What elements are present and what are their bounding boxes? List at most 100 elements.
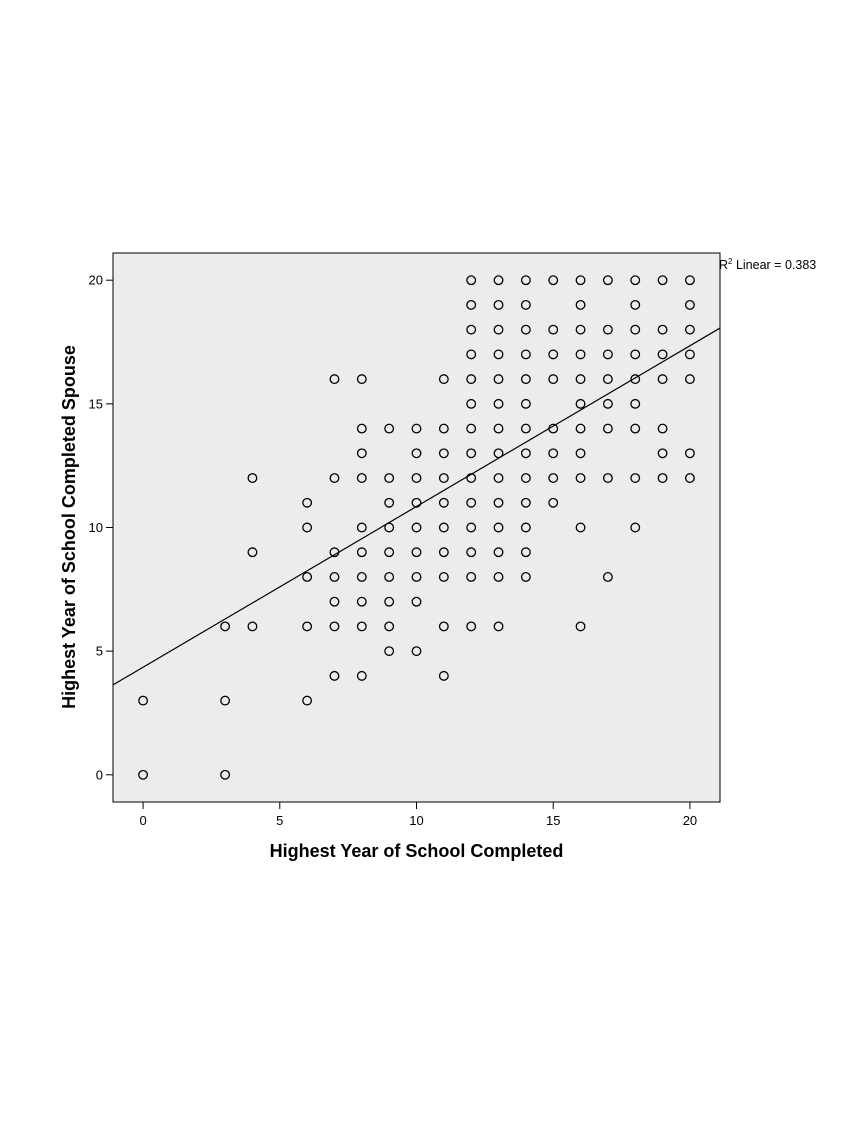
x-tick-label: 5 bbox=[276, 813, 283, 828]
data-point bbox=[657, 349, 668, 360]
data-point bbox=[602, 473, 613, 483]
data-point bbox=[466, 547, 477, 558]
data-point bbox=[438, 522, 449, 533]
data-point bbox=[575, 299, 586, 310]
data-point bbox=[602, 398, 613, 409]
data-point bbox=[575, 374, 586, 385]
data-point bbox=[466, 275, 477, 286]
data-point bbox=[411, 522, 422, 533]
data-point bbox=[602, 324, 613, 335]
data-point bbox=[520, 324, 531, 335]
data-point bbox=[548, 374, 559, 385]
data-point bbox=[438, 670, 449, 681]
data-point bbox=[630, 473, 641, 483]
data-point bbox=[329, 374, 340, 385]
data-point bbox=[466, 448, 477, 459]
data-point bbox=[575, 398, 586, 409]
data-point bbox=[493, 275, 504, 286]
data-point bbox=[630, 349, 641, 360]
data-point bbox=[438, 547, 449, 558]
data-point bbox=[384, 497, 395, 508]
data-point bbox=[411, 473, 422, 483]
data-point bbox=[384, 572, 395, 582]
data-point bbox=[657, 473, 668, 483]
data-point bbox=[548, 349, 559, 360]
data-point bbox=[684, 374, 695, 385]
r-squared-label-sup: 2 bbox=[728, 257, 733, 266]
data-point bbox=[548, 275, 559, 286]
data-point bbox=[684, 349, 695, 360]
data-point bbox=[438, 572, 449, 582]
x-tick-label: 0 bbox=[139, 813, 146, 828]
data-point bbox=[493, 324, 504, 335]
data-point bbox=[575, 473, 586, 483]
data-point bbox=[302, 497, 313, 508]
r-squared-label-rest: Linear = 0.383 bbox=[732, 258, 816, 272]
x-axis: 0 5 10 15 20 bbox=[139, 802, 697, 828]
data-point bbox=[411, 646, 422, 657]
data-point bbox=[466, 522, 477, 533]
data-point bbox=[630, 522, 641, 533]
data-point bbox=[548, 473, 559, 483]
data-point bbox=[575, 275, 586, 286]
data-point bbox=[466, 621, 477, 632]
data-point bbox=[384, 596, 395, 607]
data-point bbox=[356, 596, 367, 607]
data-point bbox=[356, 448, 367, 459]
data-point bbox=[220, 621, 231, 632]
y-tick-label: 10 bbox=[89, 520, 103, 535]
y-tick-label: 20 bbox=[89, 273, 103, 288]
x-tick-label: 20 bbox=[683, 813, 697, 828]
y-axis: 0 5 10 15 20 bbox=[89, 273, 113, 782]
data-point bbox=[520, 547, 531, 558]
data-point bbox=[657, 423, 668, 434]
data-point bbox=[548, 497, 559, 508]
data-point bbox=[684, 473, 695, 483]
x-tick-label: 10 bbox=[409, 813, 423, 828]
data-point bbox=[466, 324, 477, 335]
r-squared-label: R2 Linear = 0.383 bbox=[719, 257, 816, 272]
data-point bbox=[575, 621, 586, 632]
data-point bbox=[630, 299, 641, 310]
data-point bbox=[384, 423, 395, 434]
x-tick-label: 15 bbox=[546, 813, 560, 828]
data-point bbox=[602, 423, 613, 434]
data-point bbox=[493, 299, 504, 310]
data-point bbox=[356, 423, 367, 434]
data-point bbox=[411, 572, 422, 582]
data-point bbox=[411, 547, 422, 558]
data-point bbox=[302, 621, 313, 632]
data-point bbox=[602, 349, 613, 360]
data-point bbox=[548, 324, 559, 335]
data-point bbox=[302, 522, 313, 533]
data-point bbox=[466, 398, 477, 409]
data-point bbox=[548, 448, 559, 459]
data-point bbox=[602, 374, 613, 385]
data-point bbox=[520, 522, 531, 533]
data-point bbox=[302, 572, 313, 582]
y-axis-title: Highest Year of School Completed Spouse bbox=[59, 345, 79, 709]
regression-fit-line bbox=[112, 327, 721, 686]
data-point bbox=[438, 374, 449, 385]
data-point bbox=[493, 522, 504, 533]
data-point bbox=[356, 670, 367, 681]
data-point bbox=[329, 572, 340, 582]
data-point bbox=[575, 448, 586, 459]
y-tick-label: 0 bbox=[96, 767, 103, 782]
data-point bbox=[438, 497, 449, 508]
data-point bbox=[138, 695, 149, 706]
data-point bbox=[438, 448, 449, 459]
data-point bbox=[329, 621, 340, 632]
plot-area bbox=[112, 252, 721, 803]
data-point bbox=[684, 299, 695, 310]
data-point bbox=[493, 621, 504, 632]
data-point bbox=[520, 349, 531, 360]
data-point bbox=[493, 547, 504, 558]
data-point bbox=[520, 423, 531, 434]
data-point bbox=[466, 423, 477, 434]
data-point bbox=[630, 423, 641, 434]
data-point bbox=[493, 349, 504, 360]
data-point bbox=[356, 572, 367, 582]
data-point bbox=[220, 769, 231, 780]
data-point bbox=[411, 423, 422, 434]
